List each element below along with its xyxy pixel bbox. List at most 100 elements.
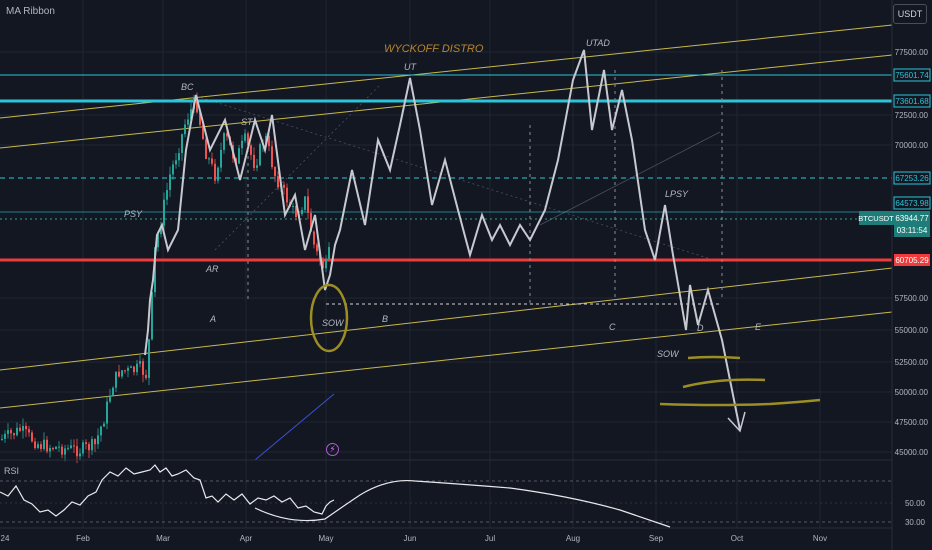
- currency-button[interactable]: USDT: [893, 4, 927, 24]
- time-axis[interactable]: 24 Feb Mar Apr May Jun Jul Aug Sep Oct N…: [0, 527, 892, 543]
- candle-body: [169, 174, 171, 190]
- st-label: ST: [241, 117, 254, 127]
- candle-body: [322, 260, 324, 269]
- candle-body: [106, 401, 108, 424]
- candle-body: [310, 212, 312, 232]
- tick-52500: 52500.00: [895, 358, 929, 367]
- candle-body: [154, 247, 156, 293]
- flash-icon[interactable]: ⚡: [326, 443, 339, 456]
- candle-body: [25, 425, 27, 430]
- candle-body: [88, 444, 90, 451]
- candle-body: [295, 205, 297, 218]
- candle-body: [283, 184, 285, 188]
- candle-body: [208, 158, 210, 160]
- phase-b-label: B: [382, 314, 388, 324]
- tag-75601: 75601.74: [895, 71, 929, 80]
- tick-77500: 77500.00: [895, 48, 929, 57]
- candle-body: [244, 133, 246, 141]
- blue-ray: [254, 393, 335, 461]
- candle-body: [103, 423, 105, 427]
- candle-body: [73, 445, 75, 447]
- candle-body: [1, 438, 3, 440]
- candle-body: [160, 225, 162, 235]
- candle-body: [313, 231, 315, 245]
- tick-70000: 70000.00: [895, 141, 929, 150]
- candle-body: [4, 433, 6, 439]
- sow-label-2: SOW: [657, 349, 680, 359]
- candle-body: [112, 387, 114, 396]
- candle-body: [166, 189, 168, 200]
- forecast-path: [144, 49, 741, 431]
- indicator-legend-ma-ribbon[interactable]: MA Ribbon: [6, 6, 55, 17]
- phase-c-label: C: [609, 322, 616, 332]
- tick-72500: 72500.00: [895, 111, 929, 120]
- tag-67253: 67253.26: [895, 174, 929, 183]
- candle-body: [259, 144, 261, 166]
- candle-body: [85, 442, 87, 445]
- phase-d-label: D: [697, 323, 704, 333]
- candle-body: [100, 426, 102, 436]
- lpsy-label: LPSY: [665, 189, 689, 199]
- candle-body: [133, 366, 135, 373]
- rsi-pane: [0, 459, 892, 528]
- time-label-nov: Nov: [813, 534, 827, 543]
- candle-body: [49, 447, 51, 452]
- candle-body: [37, 444, 39, 449]
- candle-body: [199, 112, 201, 125]
- tag-60705: 60705.29: [895, 256, 929, 265]
- candle-body: [151, 292, 153, 340]
- rsi-projection: [254, 479, 671, 528]
- candle-body: [142, 361, 144, 375]
- price-tags: 75601.74 73601.68 67253.26 64573.98 BTCU…: [858, 68, 931, 266]
- time-label-may: May: [318, 534, 333, 543]
- time-grid: [82, 0, 821, 528]
- candle-body: [16, 427, 18, 436]
- price-axis[interactable]: 77500.00 72500.00 70000.00 57500.00 5500…: [891, 0, 932, 550]
- tag-64573: 64573.98: [895, 199, 929, 208]
- candle-body: [274, 167, 276, 177]
- candle-body: [253, 154, 255, 168]
- forecast-arrowhead: [727, 411, 746, 433]
- rsi-line: [0, 464, 335, 517]
- candle-body: [28, 429, 30, 433]
- candle-body: [247, 133, 249, 146]
- target-drawings: [309, 283, 821, 407]
- time-label-jun: Jun: [404, 534, 417, 543]
- ar-label: AR: [205, 264, 219, 274]
- tick-45000: 45000.00: [895, 448, 929, 457]
- tick-50000: 50000.00: [895, 388, 929, 397]
- candle-body: [76, 446, 78, 457]
- title-label: WYCKOFF DISTRO: [384, 43, 484, 55]
- candle-body: [109, 395, 111, 402]
- candle-body: [139, 361, 141, 364]
- candle-body: [277, 176, 279, 188]
- candle-body: [190, 109, 192, 120]
- candle-body: [31, 432, 33, 442]
- time-label-jul: Jul: [485, 534, 495, 543]
- candle-body: [46, 439, 48, 452]
- candle-body: [271, 146, 273, 168]
- candle-body: [205, 139, 207, 159]
- candle-body: [187, 119, 189, 125]
- candle-body: [226, 133, 228, 137]
- candle-body: [223, 133, 225, 150]
- candle-body: [13, 433, 15, 436]
- candle-body: [163, 199, 165, 226]
- candle-body: [250, 145, 252, 155]
- tag-73601: 73601.68: [895, 97, 929, 106]
- candle-body: [130, 366, 132, 368]
- candle-body: [211, 158, 213, 164]
- tick-47500: 47500.00: [895, 418, 929, 427]
- indicator-legend-rsi[interactable]: RSI: [4, 466, 20, 476]
- candle-body: [325, 259, 327, 269]
- countdown-tag: 03:11:54: [897, 226, 928, 235]
- candle-body: [268, 135, 270, 147]
- time-label-oct: Oct: [731, 534, 744, 543]
- candle-body: [7, 430, 9, 434]
- candle-body: [91, 439, 93, 451]
- time-label-apr: Apr: [240, 534, 253, 543]
- time-label-feb: Feb: [76, 534, 90, 543]
- price-grid: [0, 51, 892, 453]
